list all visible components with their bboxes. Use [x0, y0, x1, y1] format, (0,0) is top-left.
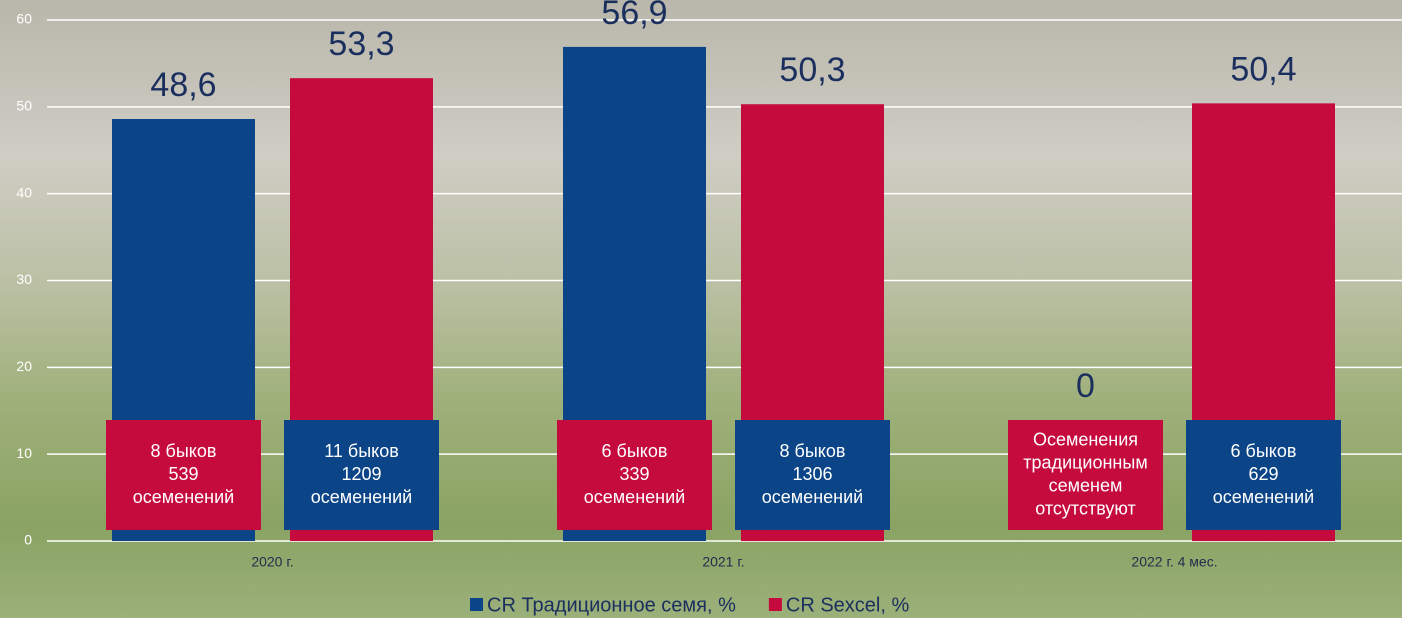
value-label: 0 — [1076, 367, 1095, 405]
legend-swatch — [470, 598, 483, 611]
note-text: осеменений — [762, 487, 863, 507]
x-tick-label: 2022 г. 4 мес. — [1131, 554, 1217, 570]
y-tick-label: 50 — [16, 98, 32, 114]
note-box — [284, 420, 439, 530]
y-tick-label: 60 — [16, 11, 32, 27]
note-text: 1306 — [792, 464, 832, 484]
value-label: 50,4 — [1230, 50, 1296, 88]
note-box — [1186, 420, 1341, 530]
x-tick-label: 2020 г. — [251, 554, 293, 570]
note-text: осеменений — [133, 487, 234, 507]
legend-label: CR Sexcel, % — [786, 594, 910, 616]
note-text: 339 — [619, 464, 649, 484]
y-tick-label: 40 — [16, 184, 32, 200]
y-tick-label: 30 — [16, 271, 32, 287]
value-label: 56,9 — [601, 0, 667, 32]
value-label: 50,3 — [779, 51, 845, 89]
note-text: осеменений — [311, 487, 412, 507]
note-box — [557, 420, 712, 530]
note-text: осеменений — [584, 487, 685, 507]
x-tick-label: 2021 г. — [702, 554, 744, 570]
value-label: 53,3 — [328, 25, 394, 63]
note-text: Осеменения — [1033, 429, 1138, 449]
legend-swatch — [768, 598, 782, 611]
note-text: осеменений — [1213, 487, 1314, 507]
note-text: 8 быков — [151, 441, 217, 461]
note-box — [106, 420, 261, 530]
y-tick-label: 20 — [16, 358, 32, 374]
y-tick-label: 10 — [16, 445, 32, 461]
note-text: семенем — [1049, 475, 1123, 495]
note-text: 539 — [168, 464, 198, 484]
y-tick-label: 0 — [24, 532, 32, 548]
note-text: 629 — [1248, 464, 1278, 484]
note-text: 11 быков — [324, 441, 399, 461]
note-text: 6 быков — [602, 441, 668, 461]
legend-label: CR Традиционное семя, % — [487, 594, 736, 616]
note-text: 8 быков — [780, 441, 846, 461]
note-text: традиционным — [1023, 452, 1147, 472]
note-box — [1008, 420, 1163, 530]
note-text: 6 быков — [1231, 441, 1297, 461]
note-text: отсутствуют — [1035, 498, 1135, 518]
note-box — [735, 420, 890, 530]
note-text: 1209 — [341, 464, 381, 484]
value-label: 48,6 — [150, 66, 216, 104]
